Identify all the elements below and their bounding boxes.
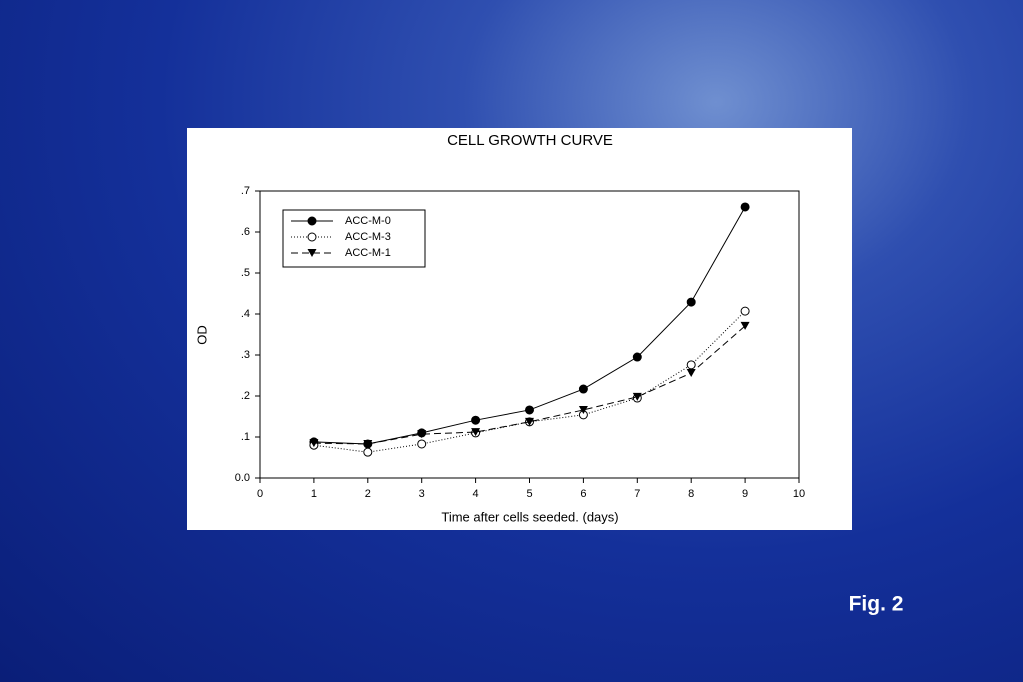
legend-box	[282, 209, 426, 268]
legend-marker	[307, 249, 317, 257]
x-tick-label: 4	[473, 488, 479, 500]
series-line	[313, 325, 746, 445]
marker	[417, 439, 427, 449]
marker	[363, 439, 373, 448]
x-tick-label: 0	[257, 488, 263, 500]
marker	[686, 360, 696, 370]
marker	[363, 447, 373, 457]
y-tick-label: .4	[241, 308, 250, 320]
marker	[525, 405, 534, 415]
x-axis-label: Time after cells seeded. (days)	[441, 509, 618, 524]
x-tick-label: 7	[634, 488, 640, 500]
legend-marker	[307, 216, 317, 226]
y-tick-label: .7	[241, 185, 250, 197]
x-tick-label: 8	[688, 488, 694, 500]
series-line	[313, 310, 746, 453]
marker	[740, 306, 750, 316]
marker	[632, 392, 642, 401]
marker	[471, 415, 481, 425]
x-tick-label: 1	[311, 488, 317, 500]
marker	[686, 297, 696, 307]
y-tick-label: 0.0	[235, 472, 250, 484]
x-tick-label: 9	[742, 488, 748, 500]
chart-title: CELL GROWTH CURVE	[447, 132, 613, 149]
legend-label: ACC-M-0	[345, 215, 391, 227]
marker	[471, 428, 481, 437]
marker	[417, 430, 427, 439]
y-tick-label: .1	[241, 431, 250, 443]
caption: Fig. 2	[849, 593, 904, 616]
x-tick-label: 2	[365, 488, 371, 500]
legend-marker	[307, 232, 317, 242]
y-tick-label: .2	[241, 390, 250, 402]
marker	[578, 405, 588, 414]
legend-label: ACC-M-3	[345, 231, 391, 243]
marker	[525, 417, 534, 426]
x-tick-label: 10	[793, 488, 805, 500]
y-tick-label: .6	[241, 226, 250, 238]
x-tick-label: 5	[526, 488, 532, 500]
marker	[632, 352, 642, 362]
legend-label: ACC-M-1	[345, 247, 391, 259]
y-tick-label: .5	[241, 267, 250, 279]
marker	[740, 202, 750, 212]
x-tick-label: 6	[580, 488, 586, 500]
marker	[740, 321, 750, 330]
y-axis-label: OD	[194, 325, 209, 345]
y-tick-label: .3	[241, 349, 250, 361]
x-tick-label: 3	[419, 488, 425, 500]
marker	[309, 439, 319, 448]
marker	[686, 369, 696, 378]
marker	[578, 384, 588, 394]
chart-panel	[187, 128, 852, 530]
